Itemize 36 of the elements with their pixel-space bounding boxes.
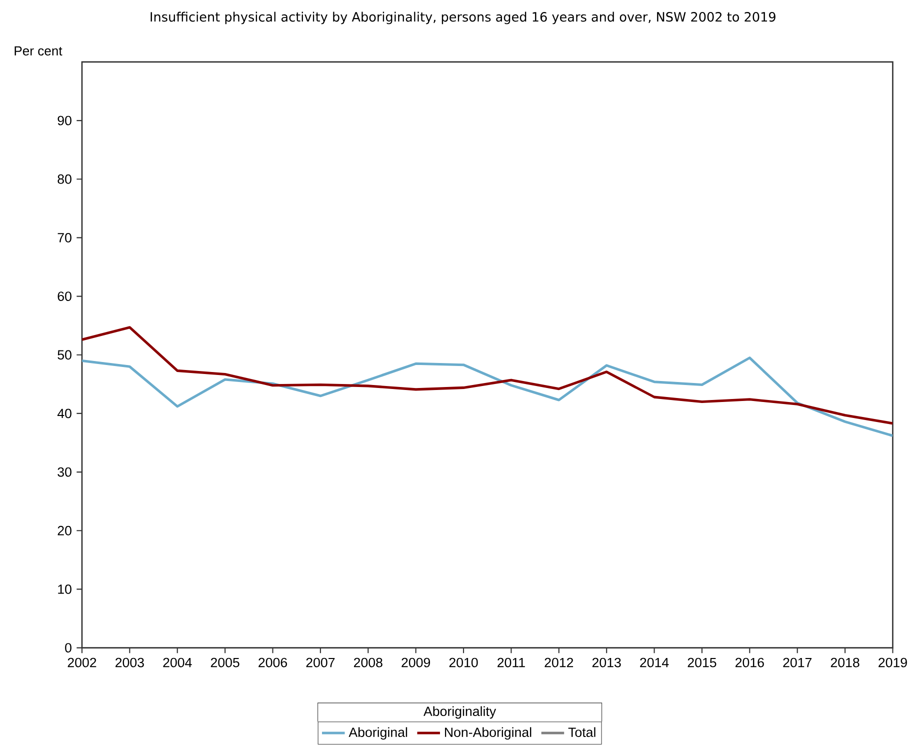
legend-label: Aboriginal — [348, 727, 408, 740]
legend-title: Aboriginality — [424, 706, 496, 719]
x-tick-label: 2017 — [783, 658, 812, 668]
x-tick-label: 2010 — [449, 658, 478, 668]
y-tick-label: 70 — [58, 233, 72, 243]
x-tick-label: 2016 — [736, 658, 764, 668]
line-series — [82, 326, 893, 425]
y-tick-label: 40 — [57, 408, 72, 418]
y-tick-label: 90 — [58, 116, 72, 126]
chart-title: Insufficient physical activity by Aboriginality, persons aged 16 years and over, NSW 2002 to 2019 — [150, 12, 776, 24]
x-tick-label: 2011 — [498, 658, 525, 668]
y-tick-label: 50 — [58, 350, 72, 360]
x-tick-label: 2003 — [116, 658, 144, 668]
y-tick-label: 80 — [58, 174, 72, 184]
y-tick-label: 0 — [65, 643, 72, 653]
y-tick-label: 10 — [58, 584, 72, 594]
x-tick-label: 2009 — [402, 658, 430, 668]
x-tick-label: 2019 — [878, 658, 907, 668]
x-tick-label: 2015 — [688, 658, 716, 668]
y-tick-label: 20 — [58, 526, 72, 536]
x-tick-label: 2008 — [354, 658, 382, 668]
line-series — [82, 356, 893, 438]
x-tick-label: 2006 — [258, 658, 287, 668]
legend-label: Non-Aboriginal — [445, 727, 532, 740]
x-tick-label: 2005 — [210, 658, 240, 668]
y-tick-label: 60 — [58, 292, 72, 302]
x-tick-label: 2004 — [163, 658, 192, 668]
y-tick-label: 30 — [58, 467, 72, 477]
x-tick-label: 2012 — [544, 658, 574, 668]
x-tick-label: 2013 — [592, 658, 621, 668]
x-tick-label: 2014 — [640, 658, 669, 668]
y-axis-title: Per cent — [14, 46, 62, 56]
x-tick-label: 2002 — [68, 658, 96, 668]
x-tick-label: 2007 — [306, 658, 335, 668]
x-tick-label: 2018 — [830, 658, 860, 668]
legend-label: Total — [568, 727, 596, 738]
